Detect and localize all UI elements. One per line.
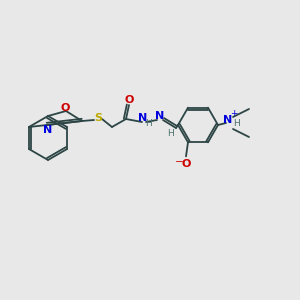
Text: H: H [145, 119, 152, 128]
Text: O: O [60, 103, 70, 113]
Text: N: N [155, 111, 165, 121]
Text: N: N [138, 113, 148, 123]
Text: H: H [232, 118, 239, 127]
Text: H: H [168, 130, 174, 139]
Text: O: O [124, 95, 134, 105]
Text: +: + [230, 109, 238, 118]
Text: N: N [224, 115, 232, 125]
Text: S: S [94, 113, 102, 123]
Text: N: N [43, 125, 52, 135]
Text: −: − [175, 157, 183, 167]
Text: O: O [181, 159, 191, 169]
